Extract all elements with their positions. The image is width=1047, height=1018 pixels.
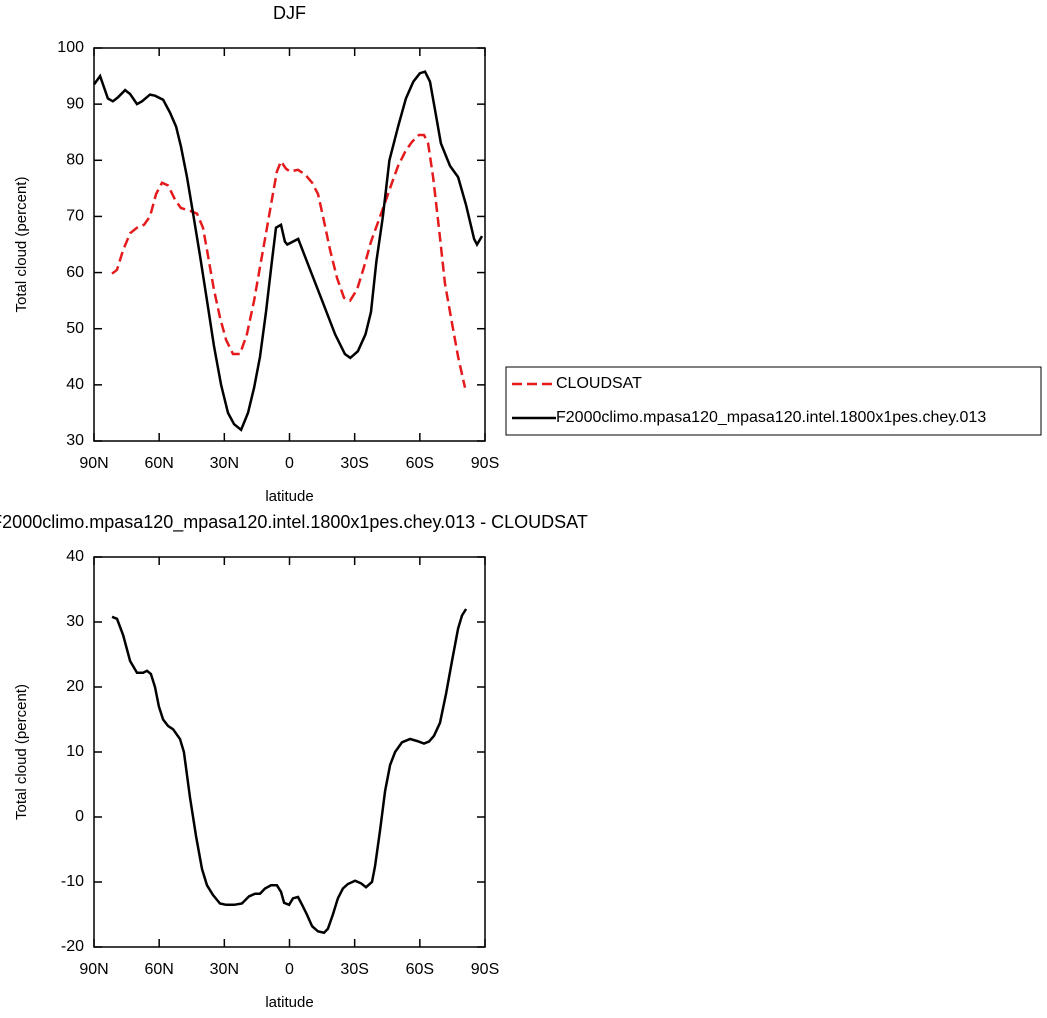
x-tick-label: 0	[285, 455, 294, 472]
chart-title: DJF	[273, 3, 306, 23]
y-tick-label: 30	[66, 432, 84, 449]
x-tick-label: 60S	[406, 455, 434, 472]
x-tick-label: 30N	[210, 455, 239, 472]
x-tick-label: 90S	[471, 961, 499, 978]
x-tick-label: 90S	[471, 455, 499, 472]
data-line	[92, 70, 484, 432]
x-axis-label: latitude	[265, 994, 313, 1011]
y-tick-label: 80	[66, 152, 84, 169]
x-tick-label: 90N	[79, 961, 108, 978]
y-tick-label: 40	[66, 376, 84, 393]
x-tick-label: 0	[285, 961, 294, 978]
x-tick-label: 90N	[79, 455, 108, 472]
x-axis-label: latitude	[265, 488, 313, 505]
y-tick-label: 40	[66, 548, 84, 565]
y-tick-label: 10	[66, 743, 84, 760]
x-tick-label: 60S	[406, 961, 434, 978]
y-tick-label: 20	[66, 678, 84, 695]
x-tick-label: 30N	[210, 961, 239, 978]
legend-label: CLOUDSAT	[556, 375, 642, 392]
plot-frame	[93, 47, 486, 442]
y-tick-label: 70	[66, 208, 84, 225]
y-tick-label: 60	[66, 264, 84, 281]
data-line	[111, 608, 468, 935]
data-line	[111, 133, 467, 388]
y-tick-label: 0	[75, 808, 84, 825]
x-tick-label: 30S	[340, 455, 368, 472]
y-tick-label: -10	[61, 873, 84, 890]
x-tick-label: 30S	[340, 961, 368, 978]
y-axis-label: Total cloud (percent)	[13, 177, 30, 313]
x-tick-label: 60N	[144, 455, 173, 472]
chart-title: F2000climo.mpasa120_mpasa120.intel.1800x…	[0, 512, 588, 533]
plot-frame	[93, 556, 486, 948]
y-axis-label: Total cloud (percent)	[13, 684, 30, 820]
y-tick-label: 100	[57, 39, 84, 56]
y-tick-label: 30	[66, 613, 84, 630]
x-tick-label: 60N	[144, 961, 173, 978]
legend-label: F2000climo.mpasa120_mpasa120.intel.1800x…	[556, 409, 986, 426]
y-tick-label: 90	[66, 95, 84, 112]
legend-box	[505, 366, 1042, 436]
y-tick-label: 50	[66, 320, 84, 337]
y-tick-label: -20	[61, 938, 84, 955]
